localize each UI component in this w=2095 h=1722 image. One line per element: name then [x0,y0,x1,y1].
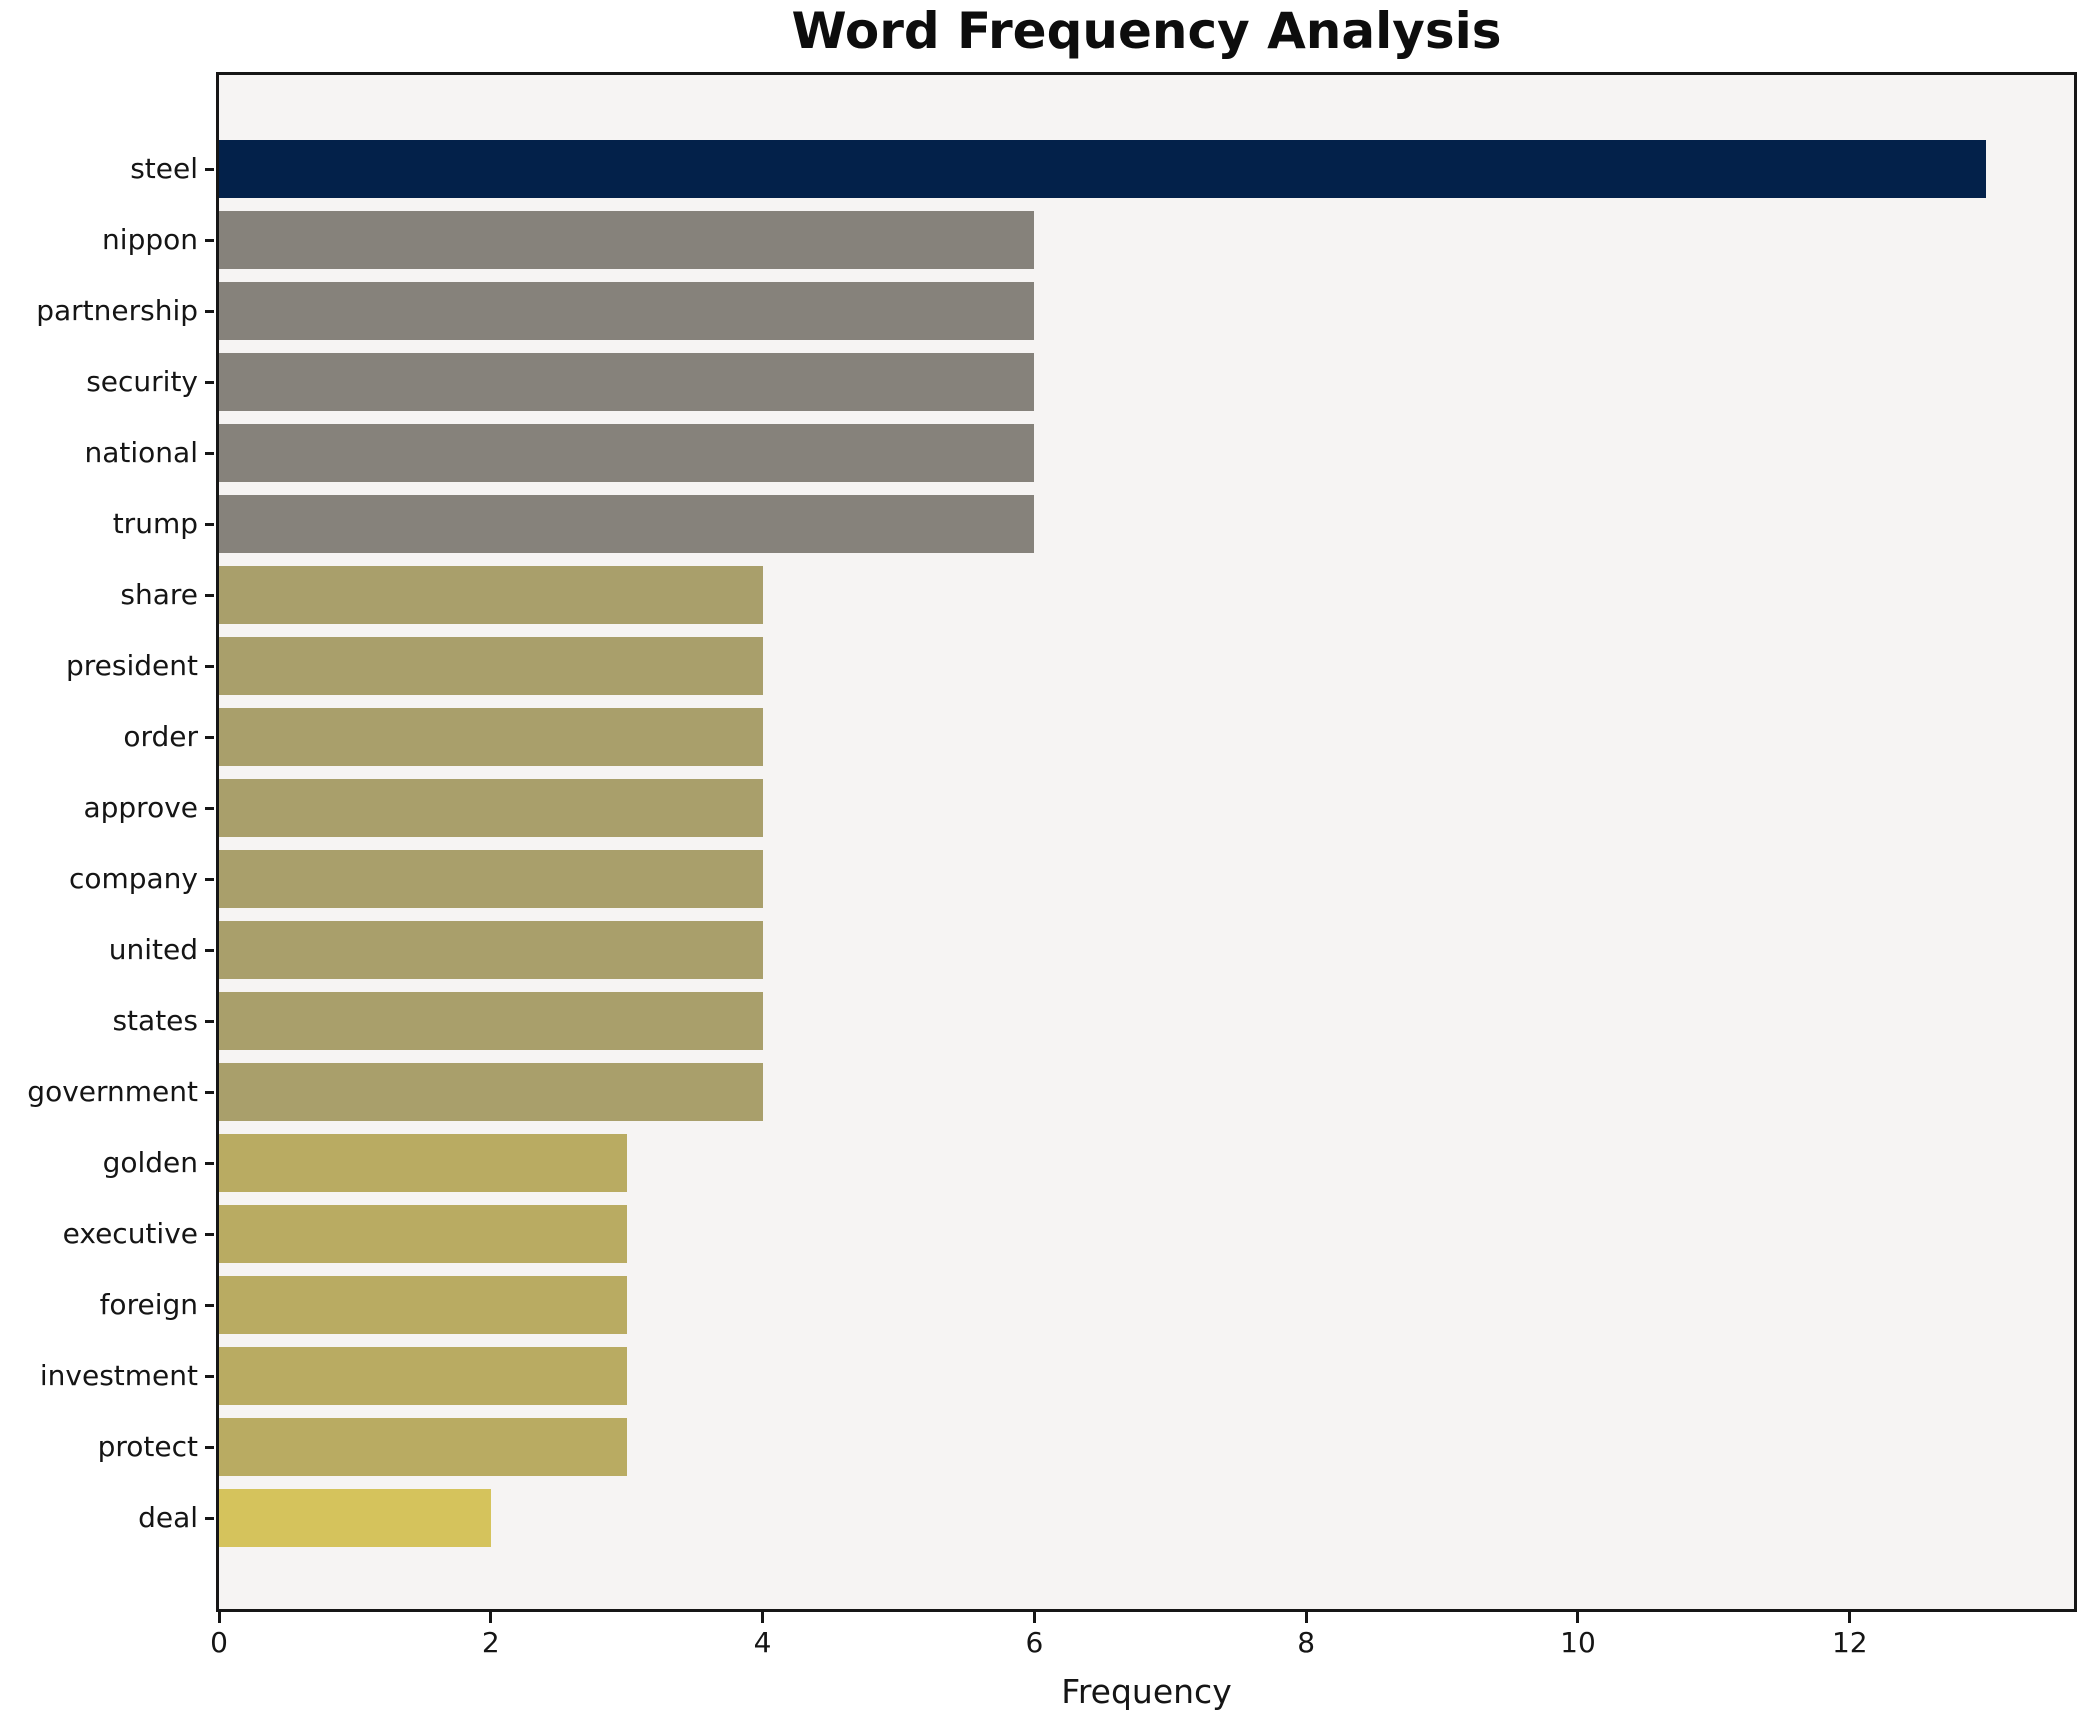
x-tick-label-12: 12 [1831,1626,1868,1659]
y-label-executive: executive [62,1217,198,1250]
y-label-investment: investment [39,1359,198,1392]
x-tick-mark [217,1612,221,1623]
bar-security [219,353,1035,411]
y-label-states: states [112,1004,198,1037]
x-tick-label-2: 2 [481,1626,500,1659]
bar-steel [219,140,1986,198]
chart-title: Word Frequency Analysis [791,2,1502,60]
y-tick-mark [205,1090,214,1094]
bar-partnership [219,282,1035,340]
y-axis-labels: steel nippon partnership security national tr… [0,75,198,1609]
bar-nippon [219,211,1035,269]
y-label-company: company [68,862,198,895]
x-tick-mark [1848,1612,1852,1623]
x-tick-mark [489,1612,493,1623]
bar-share [219,566,763,624]
bar-states [219,992,763,1050]
y-tick-mark [205,1374,214,1378]
bar-president [219,637,763,695]
y-tick-mark [205,1019,214,1023]
y-tick-mark [205,309,214,313]
y-tick-mark [205,806,214,810]
y-label-approve: approve [83,791,198,824]
x-tick-label-10: 10 [1560,1626,1596,1659]
bar-golden [219,1134,627,1192]
y-tick-mark [205,735,214,739]
x-tick-mark [761,1612,765,1623]
x-tick-mark [1304,1612,1308,1623]
y-label-deal: deal [138,1501,198,1534]
plot-area [216,72,2077,1612]
y-tick-mark [205,1232,214,1236]
bar-executive [219,1205,627,1263]
y-label-security: security [86,365,198,398]
y-label-government: government [27,1075,198,1108]
y-label-golden: golden [102,1146,198,1179]
x-tick-label-0: 0 [210,1626,228,1659]
bar-company [219,850,763,908]
y-label-nippon: nippon [102,223,198,256]
y-tick-mark [205,1303,214,1307]
y-tick-mark [205,877,214,881]
bar-order [219,708,763,766]
y-tick-mark [205,522,214,526]
y-label-foreign: foreign [99,1288,198,1321]
bar-national [219,424,1035,482]
y-tick-mark [205,1161,214,1165]
bar-government [219,1063,763,1121]
x-tick-label-4: 4 [753,1626,772,1659]
y-tick-mark [205,238,214,242]
y-tick-mark [205,948,214,952]
x-tick-mark [1576,1612,1580,1623]
y-tick-mark [205,451,214,455]
x-tick-label-8: 8 [1297,1626,1316,1659]
x-axis-label: Frequency [1061,1672,1232,1711]
y-label-trump: trump [112,507,198,540]
y-label-order: order [123,720,198,753]
bar-deal [219,1489,491,1547]
bar-approve [219,779,763,837]
y-tick-mark [205,1516,214,1520]
y-tick-mark [205,664,214,668]
y-label-protect: protect [97,1430,198,1463]
bar-foreign [219,1276,627,1334]
y-label-national: national [84,436,198,469]
bar-trump [219,495,1035,553]
y-label-president: president [66,649,198,682]
y-tick-mark [205,1445,214,1449]
bar-investment [219,1347,627,1405]
y-tick-mark [205,380,214,384]
y-tick-mark [205,593,214,597]
x-tick-mark [1032,1612,1036,1623]
y-label-share: share [120,578,198,611]
y-tick-mark [205,167,214,171]
y-label-united: united [108,933,198,966]
bar-protect [219,1418,627,1476]
y-label-steel: steel [130,152,198,185]
y-label-partnership: partnership [36,294,198,327]
x-tick-label-6: 6 [1025,1626,1044,1659]
bar-united [219,921,763,979]
